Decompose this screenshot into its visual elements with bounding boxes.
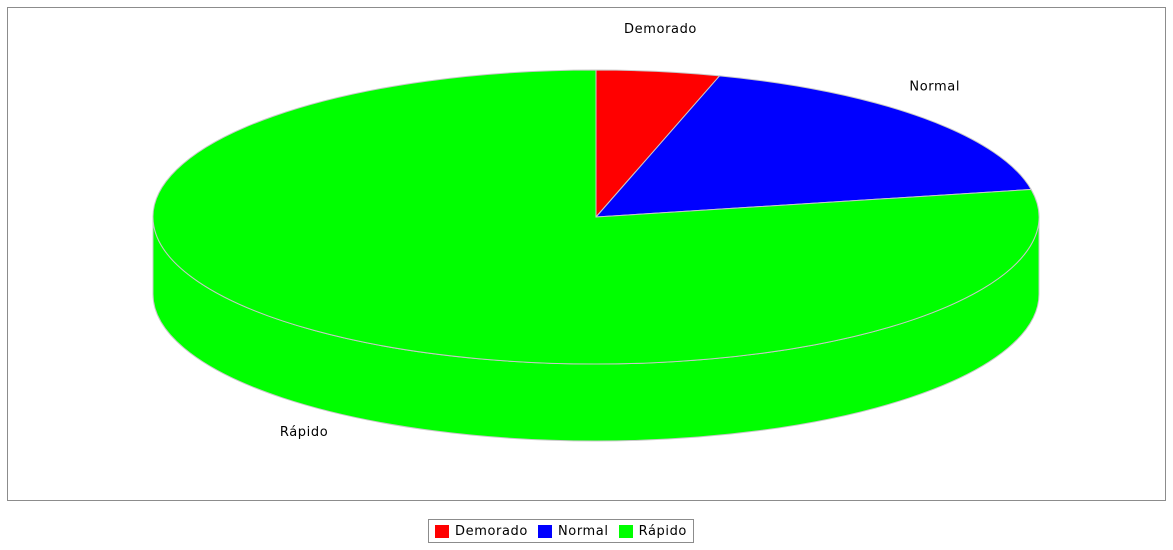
pie-slice-normal bbox=[594, 75, 1032, 218]
legend-swatch-rapido bbox=[618, 524, 633, 538]
legend-swatch-normal bbox=[537, 524, 552, 538]
legend-label-normal: Normal bbox=[557, 523, 609, 539]
slice-label-demorado: Demorado bbox=[624, 22, 697, 37]
legend-swatch-demorado bbox=[435, 524, 449, 538]
slice-label-normal: Normal bbox=[909, 80, 960, 95]
legend-item-demorado: Demorado bbox=[435, 524, 528, 539]
legend-item-normal: Normal bbox=[537, 523, 609, 539]
legend-item-rapido: Rápido bbox=[618, 523, 687, 539]
pie-slice-rapido bbox=[152, 69, 1040, 365]
chart-legend: Demorado Normal Rápido bbox=[428, 519, 694, 543]
slice-label-rapido: Rápido bbox=[280, 425, 328, 440]
legend-label-demorado: Demorado bbox=[455, 523, 528, 539]
legend-label-rapido: Rápido bbox=[638, 523, 687, 539]
